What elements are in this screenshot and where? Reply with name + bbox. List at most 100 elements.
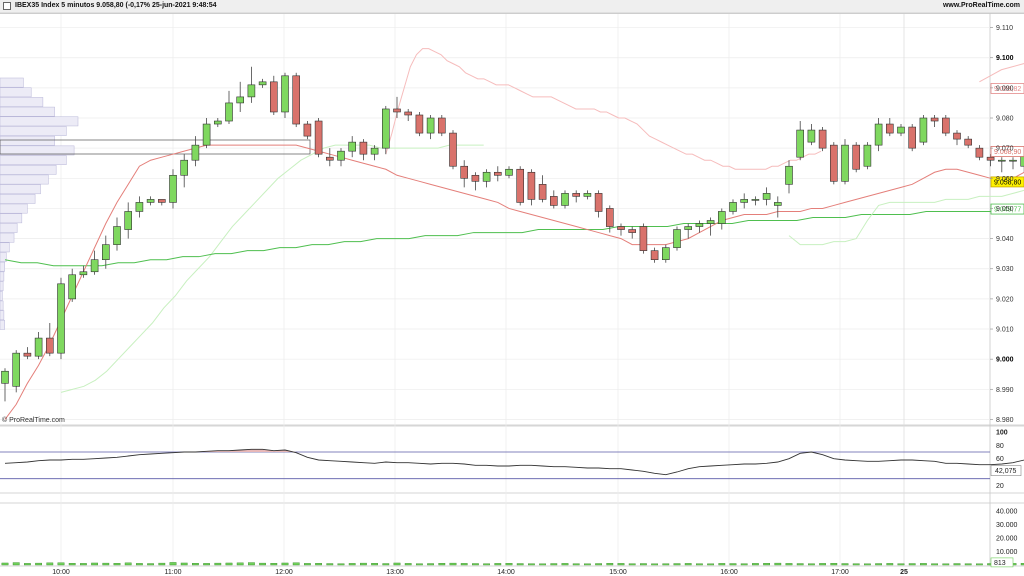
volume-bar xyxy=(718,563,726,566)
time-tick-label: 17:00 xyxy=(831,569,849,576)
rsi-panel: 1008060402042,075 xyxy=(0,430,1024,490)
time-tick-label: 16:00 xyxy=(720,569,738,576)
volume-bar xyxy=(617,563,625,566)
lower-band-line xyxy=(60,144,484,393)
volume-bar xyxy=(852,563,860,566)
volume-bar xyxy=(752,563,759,566)
candle-up xyxy=(79,271,88,276)
volume-bar xyxy=(729,563,737,566)
candle-up xyxy=(897,126,905,134)
volume-tick-label: 20.000 xyxy=(996,535,1018,542)
lower-band-line-late xyxy=(788,189,1024,246)
candle-down xyxy=(818,129,827,149)
candle-down xyxy=(829,144,838,182)
candle-up xyxy=(236,96,244,104)
volume-bar xyxy=(494,563,502,566)
candle-down xyxy=(45,337,54,354)
volume-bar xyxy=(191,563,199,566)
volume-profile-bar xyxy=(0,135,55,146)
candle-down xyxy=(594,193,603,212)
volume-bar xyxy=(360,562,367,566)
volume-profile-bar xyxy=(0,194,36,204)
price-tick-label: 9.040 xyxy=(996,236,1014,243)
site-label[interactable]: www.ProRealTime.com xyxy=(942,2,1020,9)
volume-bar xyxy=(326,563,334,566)
volume-bar xyxy=(875,563,883,566)
candle-up xyxy=(34,337,43,357)
volume-bar xyxy=(416,563,423,566)
candle-up xyxy=(505,168,513,176)
volume-bar xyxy=(819,563,827,566)
candle-up xyxy=(426,117,435,134)
volume-bar xyxy=(651,563,659,566)
volume-profile xyxy=(0,77,311,330)
volume-profile-bar xyxy=(0,271,5,282)
grid-lines xyxy=(0,12,1024,567)
price-label-box xyxy=(990,83,1024,94)
volume-bar xyxy=(707,563,715,566)
volume-bar xyxy=(684,563,692,566)
fast-moving-average xyxy=(4,144,1024,420)
candle-down xyxy=(549,196,558,206)
price-label-text: 9.068,90 xyxy=(994,149,1021,156)
volume-bar xyxy=(135,563,143,566)
candle-up xyxy=(57,283,65,354)
candle-down xyxy=(572,193,581,197)
candle-down xyxy=(158,199,166,203)
candle-down xyxy=(941,117,950,134)
volume-bar xyxy=(427,563,434,566)
candle-up xyxy=(561,193,569,206)
price-tick-label: 9.070 xyxy=(996,146,1014,153)
volume-profile-bar xyxy=(0,242,10,253)
volume-bar xyxy=(796,563,804,566)
candle-down xyxy=(314,120,323,155)
window-icon[interactable] xyxy=(3,2,11,10)
volume-profile-bar xyxy=(0,261,5,272)
volume-profile-bar xyxy=(0,155,67,165)
volume-bar xyxy=(147,563,154,566)
volume-profile-bar xyxy=(0,97,44,107)
volume-bar xyxy=(281,562,289,566)
candle-up xyxy=(661,247,670,260)
volume-bar xyxy=(528,563,535,566)
candle-up xyxy=(740,199,749,203)
volume-profile-bar xyxy=(0,164,57,175)
candle-down xyxy=(975,147,984,158)
candle-up xyxy=(919,117,928,143)
price-label-text: 9.058,80 xyxy=(994,179,1021,186)
candle-down xyxy=(471,174,480,182)
volume-bar xyxy=(472,563,479,566)
rsi-line xyxy=(4,448,1024,476)
rsi-tick-label: 80 xyxy=(996,443,1004,450)
indicator-lines xyxy=(4,48,1024,420)
candle-up xyxy=(751,199,760,201)
volume-profile-bar xyxy=(0,223,18,233)
candle-up xyxy=(191,144,200,161)
upper-band-line-late xyxy=(979,63,1024,83)
volume-bar xyxy=(976,563,983,566)
candle-up xyxy=(762,193,771,200)
candle-down xyxy=(605,208,614,227)
candle-up xyxy=(225,102,233,122)
slow-moving-average xyxy=(4,207,1024,267)
volume-profile-bar xyxy=(0,290,3,301)
candle-down xyxy=(650,250,659,260)
volume-bar xyxy=(516,563,524,566)
volume-bar xyxy=(393,562,401,566)
volume-profile-bar xyxy=(0,213,23,224)
volume-bar xyxy=(337,563,345,566)
candle-up xyxy=(583,193,592,197)
volume-profile-bar xyxy=(0,320,5,330)
candle-up xyxy=(673,229,681,248)
volume-bar xyxy=(180,562,188,566)
candle-up xyxy=(684,226,693,230)
candle-up xyxy=(997,159,1006,162)
candle-up xyxy=(785,165,793,185)
candle-down xyxy=(964,138,973,146)
candle-down xyxy=(953,132,961,140)
price-tick-label: 9.030 xyxy=(996,266,1014,273)
candle-up xyxy=(12,352,20,387)
volume-bar xyxy=(908,563,916,566)
price-label-box xyxy=(990,146,1024,157)
